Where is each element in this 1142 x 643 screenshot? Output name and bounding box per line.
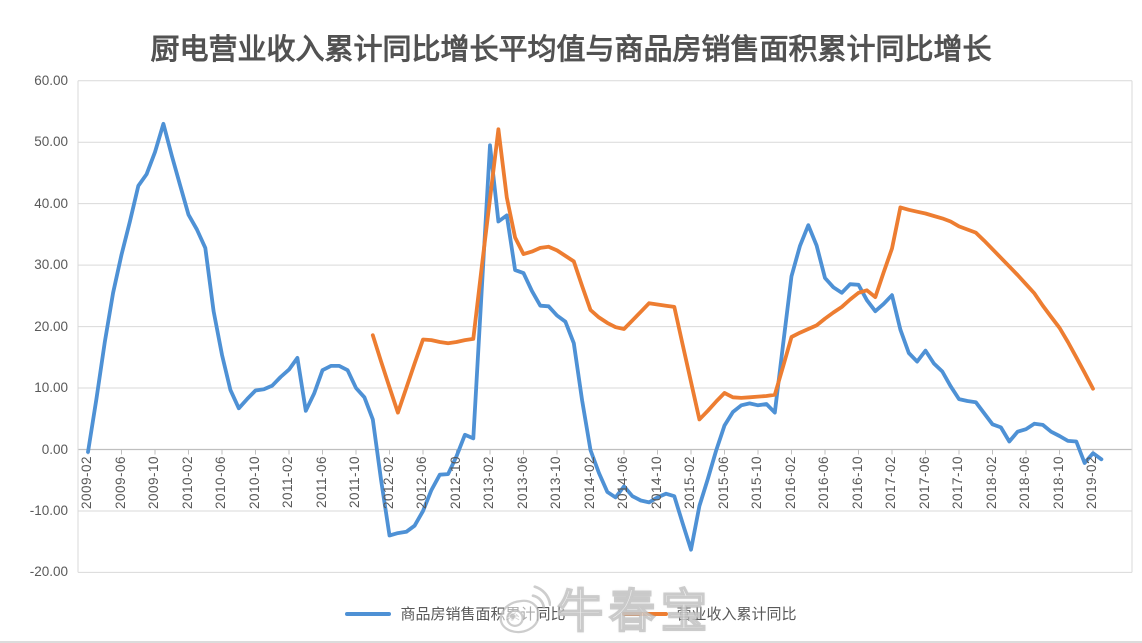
x-tick-label: 2010-06 <box>213 456 228 510</box>
series-line-revenue <box>370 127 1095 422</box>
chart-title: 厨电营业收入累计同比增长平均值与商品房销售面积累计同比增长 <box>150 34 992 66</box>
legend-label-revenue: 营业收入累计同比 <box>676 606 797 623</box>
y-tick-label: 60.00 <box>34 72 68 88</box>
x-tick-label: 2016-06 <box>816 456 831 510</box>
y-tick-label: 0.00 <box>41 441 68 457</box>
x-tick-label: 2015-06 <box>715 456 731 510</box>
x-tick-label: 2017-02 <box>883 456 898 510</box>
x-tick-label: 2012-02 <box>380 456 396 510</box>
y-tick-label: 30.00 <box>34 257 68 273</box>
x-tick-label: 2014-02 <box>581 456 597 510</box>
x-tick-label: 2018-06 <box>1017 456 1032 510</box>
y-tick-label: -10.00 <box>29 502 68 518</box>
y-tick-label: 50.00 <box>34 134 68 150</box>
x-tick-label: 2010-10 <box>246 456 262 510</box>
x-tick-label: 2017-06 <box>916 456 932 510</box>
y-tick-label: -20.00 <box>29 564 68 580</box>
x-tick-label: 2014-10 <box>648 456 664 510</box>
x-tick-label: 2011-02 <box>280 456 295 509</box>
x-tick-label: 2019-02 <box>1084 456 1099 510</box>
x-tick-label: 2011-10 <box>347 456 362 509</box>
legend-item-sales-area: 商品房销售面积累计同比 <box>345 603 566 624</box>
x-tick-label: 2010-02 <box>179 456 195 510</box>
x-tick-label: 2012-10 <box>447 456 463 510</box>
legend-label-sales-area: 商品房销售面积累计同比 <box>400 606 566 623</box>
x-tick-label: 2011-06 <box>313 456 329 509</box>
x-tick-label: 2018-02 <box>983 456 999 510</box>
x-tick-label: 2012-06 <box>414 456 429 510</box>
legend-swatch-blue-line <box>345 611 392 616</box>
x-tick-label: 2013-02 <box>481 456 496 510</box>
series-line-sales-area <box>86 121 1104 552</box>
legend-item-revenue: 营业收入累计同比 <box>621 603 797 624</box>
legend-swatch-orange-line <box>621 611 668 616</box>
legend: 商品房销售面积累计同比 营业收入累计同比 <box>0 603 1142 624</box>
x-tick-label: 2014-06 <box>615 456 630 510</box>
y-tick-label: 20.00 <box>34 318 68 334</box>
x-tick-label: 2015-02 <box>682 456 697 510</box>
x-tick-label: 2009-02 <box>79 456 94 510</box>
x-tick-label: 2016-10 <box>849 456 865 510</box>
x-tick-label: 2017-10 <box>950 456 965 510</box>
y-tick-label: 40.00 <box>34 195 68 211</box>
x-tick-label: 2018-10 <box>1050 456 1066 510</box>
x-tick-label: 2013-10 <box>548 456 563 510</box>
x-tick-label: 2016-02 <box>782 456 798 510</box>
x-tick-label: 2013-06 <box>514 456 530 510</box>
x-tick-label: 2009-10 <box>146 456 161 510</box>
x-tick-label: 2009-06 <box>112 456 128 510</box>
y-tick-label: 10.00 <box>34 380 68 396</box>
x-tick-label: 2015-10 <box>749 456 764 510</box>
